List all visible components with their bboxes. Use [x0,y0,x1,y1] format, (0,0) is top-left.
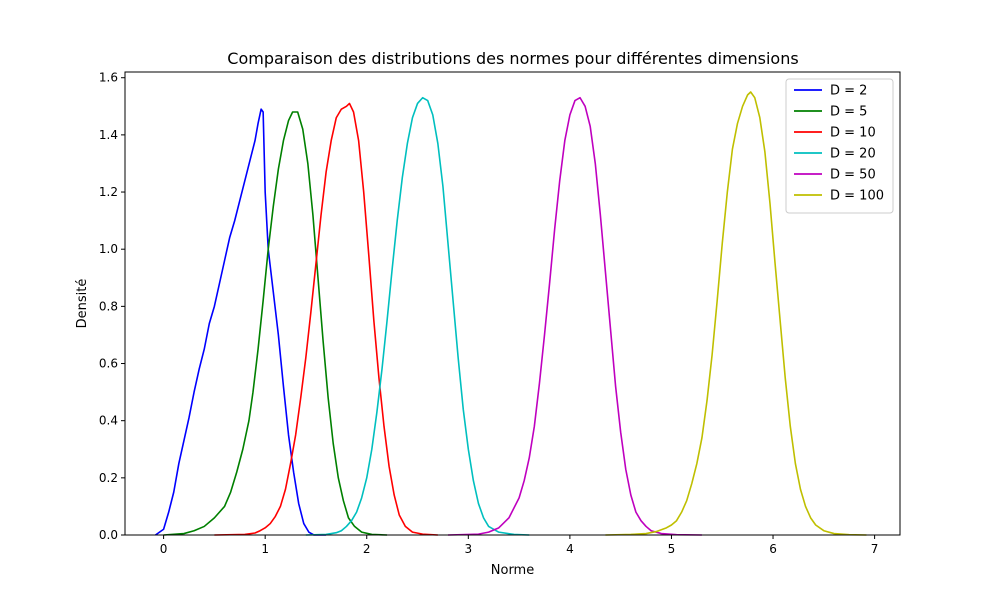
legend-box [785,78,894,214]
y-tick-label-0: 0.0 [99,528,118,542]
x-tick-label-1: 1 [261,542,269,556]
y-tick-label-2: 0.4 [99,414,118,428]
series-line-3 [305,96,530,536]
legend-label-3: D = 20 [830,147,876,162]
legend: D = 2 D = 5 D = 10 D = 20 D = 50 D = 100 [785,78,894,214]
series-line-1 [163,111,388,536]
legend-label-5: D = 100 [830,189,884,204]
x-tick-label-5: 5 [668,542,676,556]
x-axis-label: Norme [491,563,534,578]
legend-label-1: D = 5 [830,105,867,120]
x-tick-label-6: 6 [769,542,777,556]
y-tick-label-6: 1.2 [99,185,118,199]
y-tick-label-8: 1.6 [99,71,118,85]
legend-label-2: D = 10 [830,126,876,141]
series-line-4 [447,96,702,536]
y-tick-label-4: 0.8 [99,299,118,313]
y-tick-label-5: 1.0 [99,242,118,256]
x-tick-label-0: 0 [160,542,168,556]
series-lines [155,91,867,536]
series-line-2 [214,102,438,536]
y-tick-label-1: 0.2 [99,471,118,485]
legend-label-0: D = 2 [830,84,867,99]
axes-frame [124,71,901,536]
series-line-0 [155,108,327,536]
x-tick-label-4: 4 [566,542,574,556]
x-tick-label-2: 2 [363,542,371,556]
y-axis-label: Densité [75,279,90,329]
legend-label-4: D = 50 [830,168,876,183]
y-tick-label-3: 0.6 [99,357,118,371]
x-tick-label-3: 3 [464,542,472,556]
x-axis-ticks: 0 1 2 3 4 5 6 7 [160,535,879,556]
y-axis-ticks: 0.0 0.2 0.4 0.6 0.8 1.0 1.2 1.4 1.6 [99,71,125,542]
x-tick-label-7: 7 [871,542,879,556]
series-line-5 [605,91,867,536]
y-tick-label-7: 1.4 [99,128,118,142]
chart-title: Comparaison des distributions des normes… [227,49,798,68]
